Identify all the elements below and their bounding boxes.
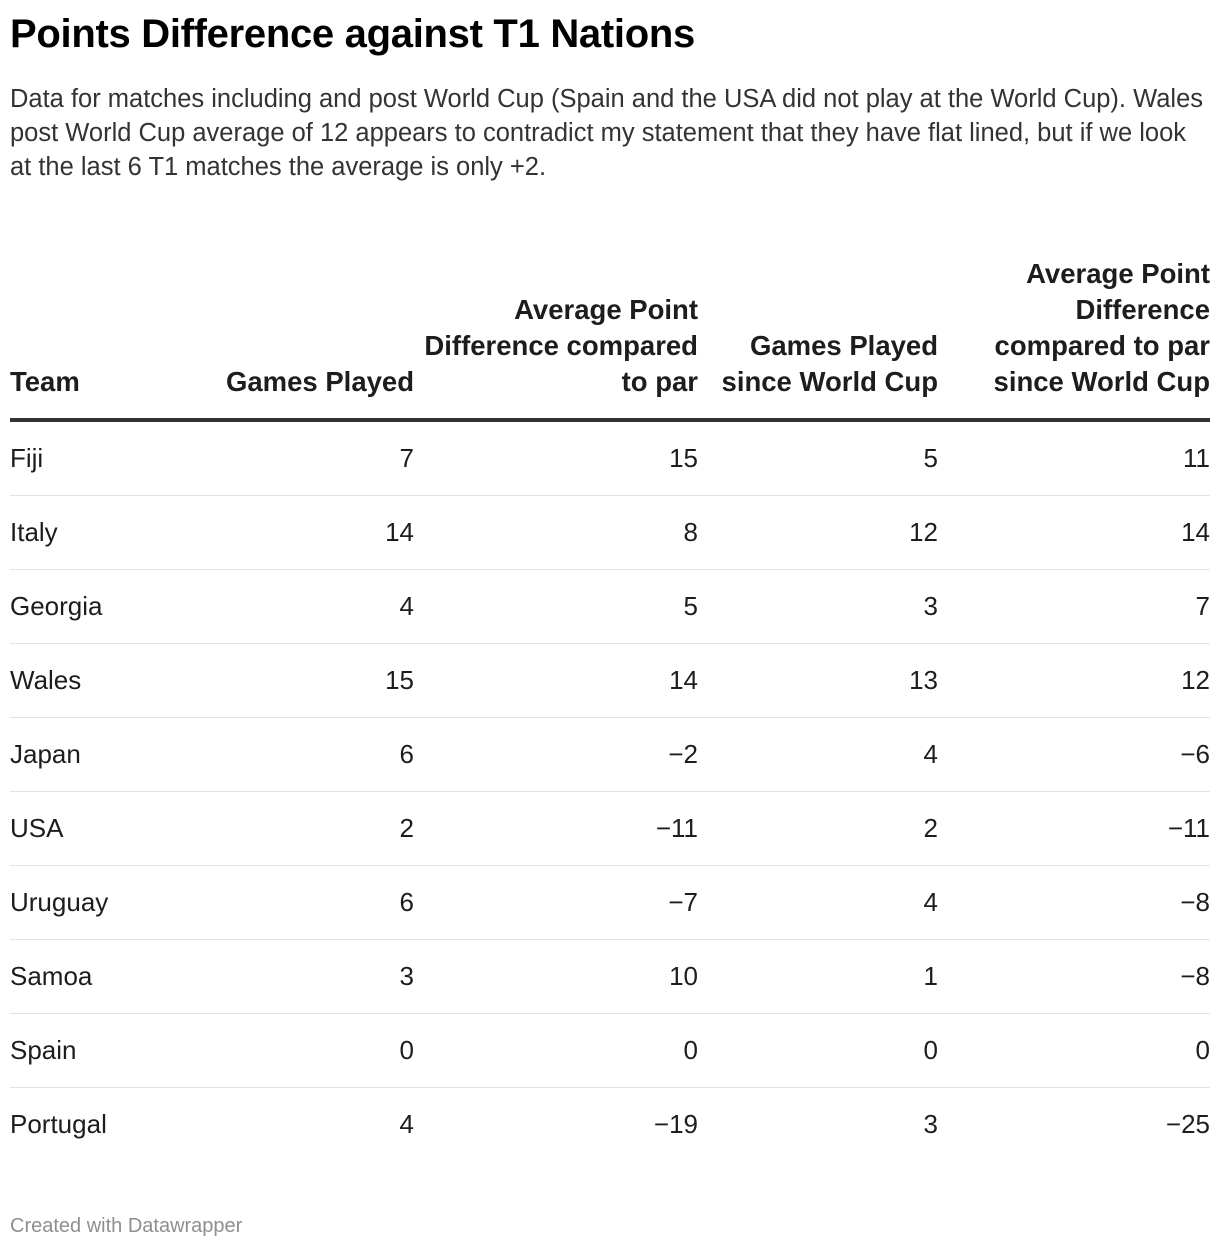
cell-games-since-wc: 1 [698, 939, 938, 1014]
cell-avg-diff: 0 [414, 1013, 698, 1088]
table-header: Team Games Played Average Point Difference… [10, 236, 1210, 422]
table-row: Italy 14 8 12 14 [10, 495, 1210, 570]
header-row: Team Games Played Average Point Difference… [10, 236, 1210, 422]
table-row: Spain 0 0 0 0 [10, 1013, 1210, 1088]
footer-credit: Created with Datawrapper [10, 1215, 243, 1237]
cell-team: USA [10, 791, 220, 866]
cell-games-since-wc: 0 [698, 1013, 938, 1088]
cell-games-since-wc: 5 [698, 420, 938, 496]
cell-team: Fiji [10, 420, 220, 496]
cell-team: Spain [10, 1013, 220, 1088]
cell-games-played: 14 [220, 495, 414, 570]
cell-avg-diff: −7 [414, 865, 698, 940]
cell-avg-diff: −2 [414, 717, 698, 792]
cell-games-played: 4 [399, 1109, 414, 1139]
data-table: Team Games Played Average Point Difference… [10, 236, 1210, 1161]
cell-avg-diff-since-wc: −8 [938, 939, 1210, 1014]
cell-games-since-wc: 4 [698, 717, 938, 792]
cell-games-since-wc: 2 [698, 791, 938, 866]
cell-games-played: 7 [220, 420, 414, 496]
cell-team: Uruguay [10, 865, 220, 940]
cell-avg-diff: 10 [414, 939, 698, 1014]
cell-games-played: 6 [220, 865, 414, 940]
table-row: USA 2 −11 2 −11 [10, 791, 1210, 866]
cell-avg-diff-since-wc: 12 [938, 643, 1210, 718]
cell-games-played: 4 [220, 569, 414, 644]
cell-team: Portugal [10, 1109, 107, 1139]
chart-subtitle: Data for matches including and post Worl… [10, 85, 1203, 181]
header-team: Team [10, 236, 220, 422]
cell-games-since-wc: 12 [698, 495, 938, 570]
cell-games-since-wc: 3 [923, 1109, 938, 1139]
table-row: Samoa 3 10 1 −8 [10, 939, 1210, 1014]
cell-team: Wales [10, 643, 220, 718]
cell-games-since-wc: 3 [698, 569, 938, 644]
table-body: Fiji 7 15 5 11 Italy 14 8 12 14 Georgia 4 5 3 7 Wales 15… [10, 420, 1210, 1161]
table-row: Fiji 7 15 5 11 [10, 420, 1210, 496]
header-avg-diff-since-wc: Average Point Difference compared to par… [938, 236, 1210, 422]
table-row: Georgia 4 5 3 7 [10, 569, 1210, 644]
cell-avg-diff-since-wc: −25 [1165, 1109, 1210, 1139]
header-games-since-wc: Games Played since World Cup [698, 236, 938, 422]
cell-team: Italy [10, 495, 220, 570]
cell-avg-diff-since-wc: 11 [938, 420, 1210, 496]
table-row: Wales 15 14 13 12 [10, 643, 1210, 718]
cell-games-played: 15 [220, 643, 414, 718]
cell-team: Georgia [10, 569, 220, 644]
table-row: Uruguay 6 −7 4 −8 [10, 865, 1210, 940]
cell-team: Samoa [10, 939, 220, 1014]
cell-games-played: 0 [220, 1013, 414, 1088]
header-games-played: Games Played [220, 236, 414, 422]
cell-avg-diff-since-wc: −6 [938, 717, 1210, 792]
cell-avg-diff: 8 [414, 495, 698, 570]
cell-games-since-wc: 4 [698, 865, 938, 940]
cell-avg-diff-since-wc: 0 [938, 1013, 1210, 1088]
cell-avg-diff-since-wc: −11 [938, 791, 1210, 866]
cell-avg-diff-since-wc: 7 [938, 569, 1210, 644]
cell-avg-diff: 15 [414, 420, 698, 496]
cell-avg-diff: −19 [653, 1109, 698, 1139]
cell-games-played: 2 [220, 791, 414, 866]
chart-title: Points Difference against T1 Nations [10, 12, 695, 56]
cell-team: Japan [10, 717, 220, 792]
cell-avg-diff-since-wc: 14 [938, 495, 1210, 570]
table-row: Portugal 4 −19 3 −25 [10, 1088, 1210, 1162]
cell-avg-diff: 14 [414, 643, 698, 718]
table-row: Japan 6 −2 4 −6 [10, 717, 1210, 792]
cell-games-played: 6 [220, 717, 414, 792]
header-avg-diff: Average Point Difference compared to par [414, 236, 698, 422]
cell-avg-diff: −11 [414, 791, 698, 866]
cell-games-since-wc: 13 [698, 643, 938, 718]
cell-avg-diff: 5 [414, 569, 698, 644]
cell-games-played: 3 [220, 939, 414, 1014]
cell-avg-diff-since-wc: −8 [938, 865, 1210, 940]
